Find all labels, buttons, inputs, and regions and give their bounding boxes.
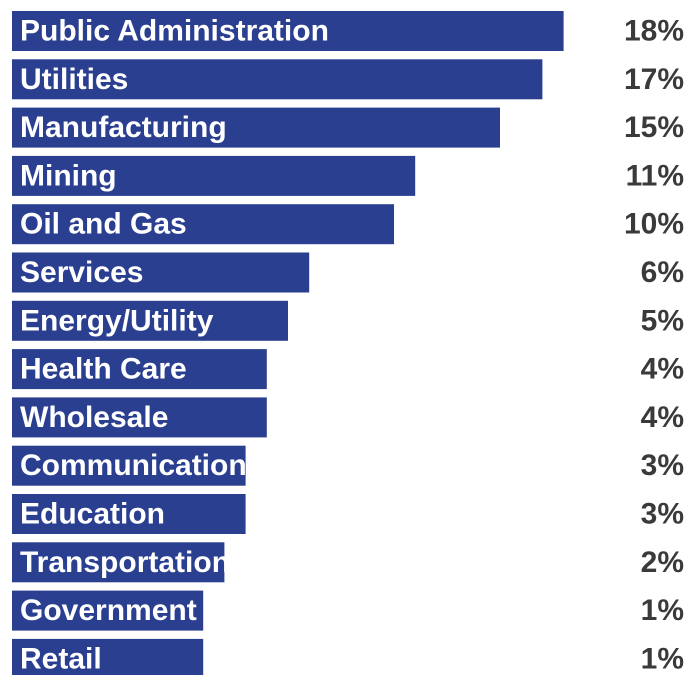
category-label: Manufacturing (20, 111, 227, 144)
category-label: Mining (20, 159, 117, 192)
value-label: 2% (641, 546, 684, 579)
category-label: Services (20, 256, 143, 289)
category-label: Wholesale (20, 401, 168, 434)
bar-13 (12, 638, 204, 675)
category-label: Transportation (20, 546, 230, 579)
bar-9 (12, 445, 246, 486)
bar-8 (12, 397, 267, 438)
value-label: 5% (641, 304, 684, 337)
value-label: 3% (641, 498, 684, 531)
value-label: 1% (641, 594, 684, 627)
bar-10 (12, 494, 246, 534)
bar-2 (12, 107, 500, 148)
value-label: 10% (624, 208, 684, 241)
category-label: Utilities (20, 63, 128, 96)
category-label: Retail (20, 642, 102, 675)
bars-group: Public Administration 18% Utilities 17% Manu… (12, 11, 684, 675)
value-label: 4% (641, 401, 684, 434)
bar-4 (12, 204, 394, 245)
category-label: Oil and Gas (20, 208, 187, 241)
category-label: Government (20, 594, 197, 627)
bar-3 (12, 155, 416, 196)
bar-7 (12, 349, 267, 390)
category-label: Education (20, 498, 165, 531)
category-label: Energy/Utility (20, 304, 214, 337)
value-label: 4% (641, 353, 684, 386)
value-label: 15% (624, 111, 684, 144)
bar-11 (12, 542, 225, 583)
bar-1 (12, 59, 543, 100)
value-label: 3% (641, 449, 684, 482)
category-label: Public Administration (20, 15, 329, 48)
value-label: 11% (626, 159, 684, 192)
bar-6 (12, 300, 288, 341)
category-label: Health Care (20, 353, 187, 386)
value-label: 6% (641, 256, 684, 289)
bar-12 (12, 590, 204, 631)
bar-5 (12, 252, 310, 293)
category-label: Communications (20, 449, 263, 482)
value-label: 18% (624, 15, 684, 48)
value-label: 17% (624, 63, 684, 96)
value-label: 1% (641, 642, 684, 675)
bar-0 (12, 11, 564, 51)
